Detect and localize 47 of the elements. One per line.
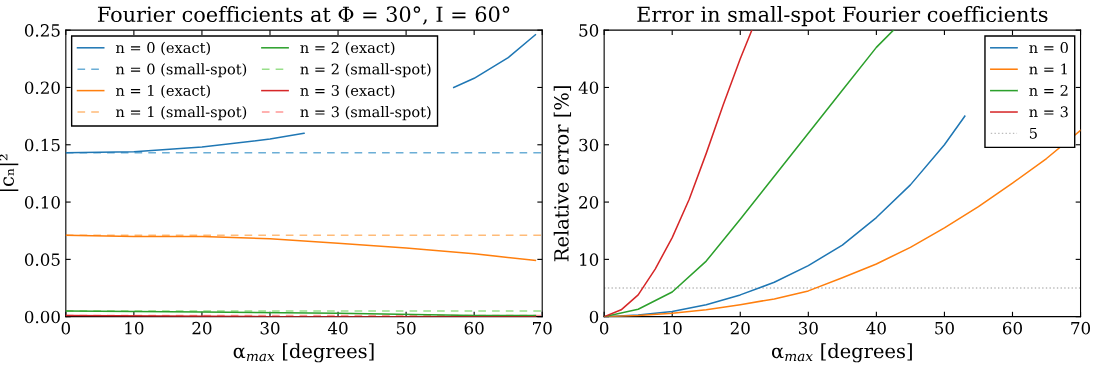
legend-label: n = 3 (exact) bbox=[300, 84, 395, 98]
legend-label: n = 3 (small-spot) bbox=[300, 106, 431, 121]
x-tick-label: 40 bbox=[327, 321, 348, 335]
y-tick-label: 0.00 bbox=[24, 310, 60, 324]
legend-label: n = 1 bbox=[1029, 63, 1067, 75]
x-axis-title: α$_{max}$ [degrees] bbox=[771, 343, 912, 363]
legend-label: n = 0 (exact) bbox=[115, 41, 210, 56]
x-tick-label: 10 bbox=[125, 321, 144, 335]
x-tick-label: 20 bbox=[192, 321, 212, 335]
legend-label: n = 0 (small-spot) bbox=[115, 63, 247, 78]
line-series bbox=[65, 234, 537, 262]
legend-label: n = 2 (small-spot) bbox=[300, 63, 431, 78]
x-tick-label: 40 bbox=[866, 321, 886, 335]
x-tick-label: 30 bbox=[798, 321, 818, 335]
y-axis-title: Relative error [%] bbox=[553, 86, 572, 262]
y-tick-label: 40 bbox=[578, 81, 599, 95]
y-tick-label: 10 bbox=[580, 253, 599, 266]
y-tick-label: 20 bbox=[579, 196, 599, 209]
y-tick-label: 0.20 bbox=[24, 81, 60, 95]
y-tick-label: 0 bbox=[589, 310, 599, 324]
y-tick-label: 0.15 bbox=[24, 138, 60, 152]
legend-label: n = 2 bbox=[1029, 84, 1068, 96]
y-tick-label: 0.05 bbox=[24, 253, 60, 266]
x-tick-label: 70 bbox=[533, 321, 552, 335]
x-axis-title: α$_{max}$ [degrees] bbox=[233, 343, 374, 363]
legend-label: n = 2 (exact) bbox=[300, 41, 395, 56]
legend-label: n = 0 bbox=[1029, 42, 1068, 54]
chart-title: Error in small-spot Fourier coefficients bbox=[637, 6, 1048, 27]
x-tick-label: 10 bbox=[663, 321, 682, 335]
x-tick-label: 30 bbox=[260, 321, 280, 335]
x-tick-label: 60 bbox=[464, 321, 484, 335]
legend-label: 5 bbox=[1029, 127, 1037, 139]
y-tick-label: 30 bbox=[579, 138, 599, 152]
x-tick-label: 0 bbox=[599, 321, 609, 335]
x-tick-label: 50 bbox=[935, 321, 954, 335]
x-tick-label: 0 bbox=[61, 321, 71, 335]
y-tick-label: 50 bbox=[579, 24, 599, 37]
legend-label: n = 3 bbox=[1029, 106, 1068, 118]
x-tick-label: 50 bbox=[396, 321, 416, 335]
x-tick-label: 20 bbox=[730, 321, 750, 335]
chart-title: Fourier coefficients at Φ = 30°, I = 60° bbox=[97, 6, 510, 25]
y-tick-label: 0.10 bbox=[24, 196, 60, 209]
x-tick-label: 70 bbox=[1071, 321, 1091, 335]
legend-label: n = 1 (exact) bbox=[115, 84, 210, 98]
legend-label: n = 1 (small-spot) bbox=[115, 106, 247, 121]
y-tick-label: 0.25 bbox=[24, 24, 60, 37]
x-tick-label: 60 bbox=[1003, 321, 1022, 335]
